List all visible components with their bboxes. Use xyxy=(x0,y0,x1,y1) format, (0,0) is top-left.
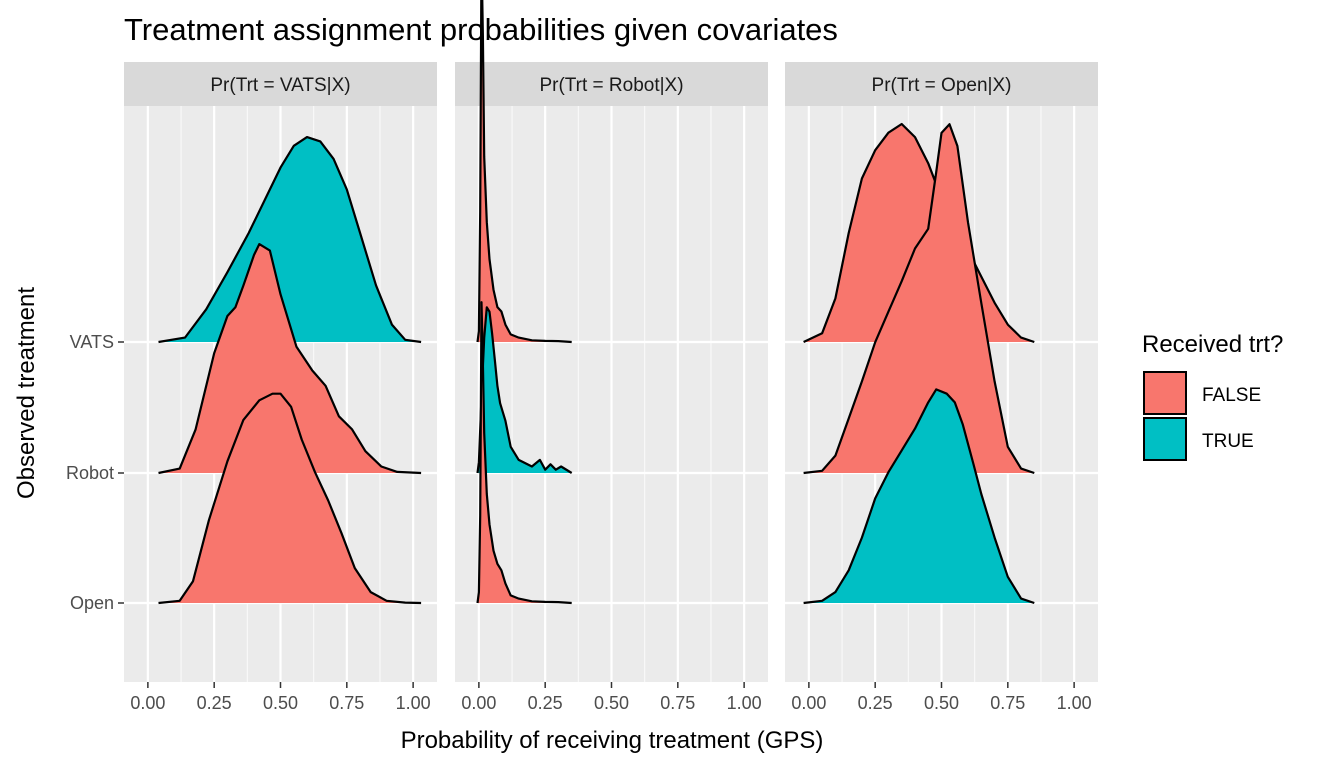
y-tick-label: Robot xyxy=(66,463,114,483)
density-ridge-outline xyxy=(476,306,573,474)
legend-label-false: FALSE xyxy=(1202,385,1261,406)
legend: Received trt? FALSE TRUE xyxy=(1142,331,1283,461)
density-ridge-fill xyxy=(803,389,1035,603)
density-ridge-fill xyxy=(158,393,422,603)
x-tick-label: 0.00 xyxy=(461,693,496,713)
x-tick-label: 0.75 xyxy=(329,693,364,713)
density-ridge-outline xyxy=(158,392,422,605)
density-ridge-outline xyxy=(803,388,1035,605)
x-tick-label: 0.50 xyxy=(924,693,959,713)
density-ridge-outline xyxy=(803,123,1035,475)
x-tick-label: 0.00 xyxy=(791,693,826,713)
legend-title: Received trt? xyxy=(1142,331,1283,358)
x-tick-label: 0.25 xyxy=(528,693,563,713)
y-tick-label: VATS xyxy=(70,332,114,352)
x-tick-label: 0.50 xyxy=(594,693,629,713)
facet-panel: Pr(Trt = VATS|X) 0.00 0.25 0.50 0.75 1.00 xyxy=(124,62,437,713)
y-axis-title: Observed treatment xyxy=(13,287,40,499)
x-tick-label: 0.25 xyxy=(858,693,893,713)
facet-panels: Pr(Trt = VATS|X)0.00 0.25 0.50 0.75 1.00Pr(T… xyxy=(66,0,1098,713)
x-tick-label: 0.50 xyxy=(263,693,298,713)
density-ridge-outline xyxy=(476,301,572,605)
facet-panel: Pr(Trt = Robot|X) 0.00 0.25 0.50 0.75 1.00 xyxy=(455,0,768,713)
density-ridge-fill xyxy=(158,244,422,473)
x-tick-label: 0.75 xyxy=(660,693,695,713)
density-ridge-outline xyxy=(476,0,572,344)
facet-strip xyxy=(124,62,437,106)
x-tick-label: 1.00 xyxy=(727,693,762,713)
density-ridge-outline xyxy=(803,122,1035,344)
legend-key-true xyxy=(1143,417,1187,461)
x-tick-label: 1.00 xyxy=(396,693,431,713)
density-ridge-outline xyxy=(158,243,422,475)
density-ridge-outline xyxy=(158,136,422,344)
x-tick-label: 0.00 xyxy=(130,693,165,713)
legend-label-true: TRUE xyxy=(1202,431,1254,452)
facet-strip xyxy=(455,62,768,106)
density-ridge-fill xyxy=(158,137,422,342)
x-tick-label: 0.75 xyxy=(990,693,1025,713)
facet-strip-label: Pr(Trt = VATS|X) xyxy=(210,75,350,96)
legend-key-false xyxy=(1143,371,1187,415)
density-ridge-fill xyxy=(477,302,572,603)
x-axis-title: Probability of receiving treatment (GPS) xyxy=(401,727,824,754)
y-tick-label: Open xyxy=(70,593,114,613)
facet-panel: Pr(Trt = Open|X) 0.00 0.25 0.50 0.75 1.00 xyxy=(785,62,1098,713)
x-tick-label: 0.25 xyxy=(197,693,232,713)
facet-strip xyxy=(785,62,1098,106)
facet-strip-label: Pr(Trt = Open|X) xyxy=(872,75,1012,96)
facet-strip-label: Pr(Trt = Robot|X) xyxy=(539,75,683,96)
density-ridge-fill xyxy=(477,307,572,473)
x-tick-label: 1.00 xyxy=(1057,693,1092,713)
